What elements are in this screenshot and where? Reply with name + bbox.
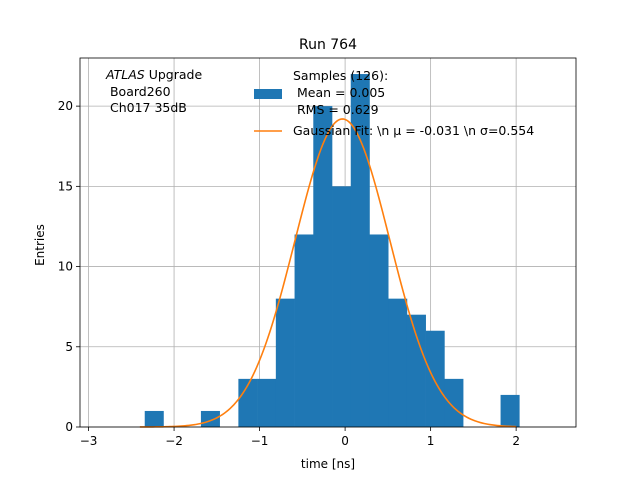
legend: Samples (126): Mean = 0.005 RMS = 0.629 … xyxy=(254,68,534,138)
x-tick-label: −3 xyxy=(80,434,98,448)
legend-samples-line: Samples (126): xyxy=(293,68,388,83)
histogram-bar xyxy=(332,186,352,427)
chart-title: Run 764 xyxy=(299,37,357,53)
legend-rms-line: RMS = 0.629 xyxy=(293,102,379,117)
atlas-annotation: ATLAS Upgrade Board260 Ch017 35dB xyxy=(105,67,202,115)
x-tick-label: −1 xyxy=(251,434,269,448)
histogram-bar xyxy=(369,234,389,427)
histogram-bars xyxy=(144,74,520,427)
y-tick-label: 20 xyxy=(58,99,73,113)
y-tick-label: 10 xyxy=(58,260,73,274)
histogram-bar xyxy=(275,298,295,427)
y-tick-label: 0 xyxy=(65,420,73,434)
gaussian-fit-curve xyxy=(139,118,517,428)
histogram-bar xyxy=(444,378,464,427)
histogram-bar xyxy=(425,330,445,427)
histogram-bar xyxy=(388,298,408,427)
x-ticks: −3 −2 −1 0 1 2 xyxy=(80,427,520,448)
y-tick-label: 15 xyxy=(58,179,73,193)
histogram-bar xyxy=(144,410,164,427)
y-tick-label: 5 xyxy=(65,340,73,354)
x-axis-label: time [ns] xyxy=(301,457,355,471)
y-axis-label: Entries xyxy=(33,224,47,266)
histogram-bar xyxy=(200,410,220,427)
histogram-bar xyxy=(350,74,370,427)
histogram-bar xyxy=(294,234,314,427)
x-tick-label: −2 xyxy=(165,434,183,448)
legend-mean-line: Mean = 0.005 xyxy=(293,85,385,100)
legend-fit-label: Gaussian Fit: \n μ = -0.031 \n σ=0.554 xyxy=(293,123,534,138)
x-tick-label: 2 xyxy=(512,434,520,448)
histogram-bar xyxy=(313,106,333,427)
x-tick-label: 1 xyxy=(427,434,435,448)
annotation-upgrade: Upgrade xyxy=(145,67,203,82)
annotation-line-2: Board260 xyxy=(106,84,171,99)
histogram-bar xyxy=(406,314,426,427)
annotation-line-3: Ch017 35dB xyxy=(106,100,187,115)
legend-histogram-swatch xyxy=(254,89,282,99)
histogram-bar xyxy=(257,378,277,427)
plot-frame xyxy=(79,57,577,428)
y-ticks: 0 5 10 15 20 xyxy=(58,99,80,434)
histogram-bar xyxy=(500,394,520,427)
annotation-line-1: ATLAS Upgrade xyxy=(105,67,202,82)
x-tick-label: 0 xyxy=(341,434,349,448)
histogram-bar xyxy=(238,378,258,427)
annotation-atlas: ATLAS xyxy=(105,67,145,82)
